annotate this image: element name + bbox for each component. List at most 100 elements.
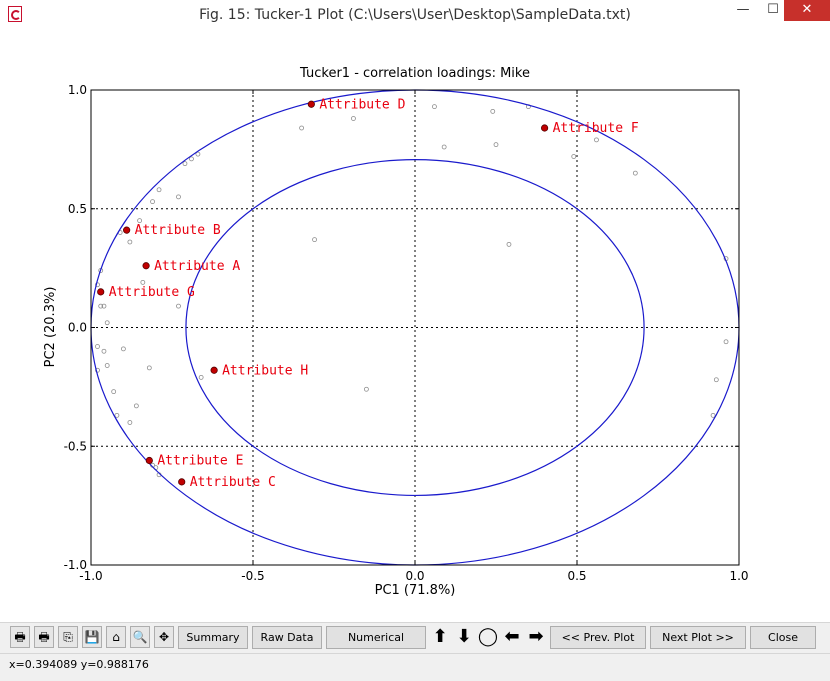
attribute-label: Attribute E xyxy=(157,454,243,469)
attribute-point xyxy=(210,366,218,374)
background-point xyxy=(101,303,107,309)
background-point xyxy=(363,386,369,392)
background-point xyxy=(441,144,447,150)
background-point xyxy=(111,389,117,395)
attribute-point xyxy=(142,262,150,270)
background-point xyxy=(133,403,139,409)
background-point xyxy=(713,377,719,383)
close-button[interactable]: Close xyxy=(750,626,816,649)
save-icon[interactable]: 💾 xyxy=(82,626,102,648)
y-tick-label: -1.0 xyxy=(64,558,87,572)
title-bar: Fig. 15: Tucker-1 Plot (C:\Users\User\De… xyxy=(0,0,830,32)
x-tick-label: -1.0 xyxy=(79,569,102,583)
background-point xyxy=(189,156,194,162)
attribute-label: Attribute D xyxy=(319,97,405,112)
attribute-label: Attribute A xyxy=(154,259,240,274)
background-point xyxy=(95,344,100,349)
arrow-up-icon[interactable]: ⬆ xyxy=(432,626,448,647)
arrow-left-icon[interactable]: ⬅ xyxy=(504,626,520,647)
y-tick-label: 1.0 xyxy=(68,83,87,97)
y-tick-label: 0.0 xyxy=(68,321,87,335)
minimize-button[interactable]: — xyxy=(736,2,750,17)
background-point xyxy=(490,108,496,114)
attribute-label: Attribute H xyxy=(222,363,308,378)
background-point xyxy=(493,142,499,148)
attribute-point xyxy=(97,288,105,296)
circle-icon[interactable]: ◯ xyxy=(477,626,499,647)
close-window-button[interactable]: ✕ xyxy=(784,0,830,21)
home-icon[interactable]: ⌂ xyxy=(106,626,126,648)
arrow-down-icon[interactable]: ⬇ xyxy=(456,626,472,647)
numerical-results-button[interactable]: Numerical Results xyxy=(326,626,426,665)
background-point xyxy=(195,151,201,157)
background-point xyxy=(432,104,437,110)
attribute-point xyxy=(145,456,153,465)
attribute-label: Attribute C xyxy=(190,475,276,490)
grid-lines xyxy=(91,90,739,565)
background-point xyxy=(101,348,107,354)
background-point xyxy=(182,161,188,167)
raw-data-button[interactable]: Raw Data xyxy=(252,626,322,649)
background-point xyxy=(176,303,181,309)
plot-canvas[interactable]: Tucker1 - correlation loadings: Mike Att… xyxy=(0,0,830,622)
window-title: Fig. 15: Tucker-1 Plot (C:\Users\User\De… xyxy=(199,7,631,23)
background-point xyxy=(723,339,729,345)
background-point xyxy=(127,420,133,425)
pan-icon[interactable]: ✥ xyxy=(154,626,174,648)
background-point xyxy=(156,187,162,193)
background-point xyxy=(571,154,577,159)
attribute-point xyxy=(540,124,549,132)
status-bar: x=0.394089 y=0.988176 xyxy=(0,653,830,681)
background-point xyxy=(594,137,599,143)
summary-button[interactable]: Summary xyxy=(178,626,248,649)
x-tick-label: 1.0 xyxy=(729,569,748,583)
background-point xyxy=(176,194,181,200)
prev-plot-button[interactable]: << Prev. Plot xyxy=(550,626,646,649)
background-point xyxy=(140,279,146,285)
background-point xyxy=(121,346,126,352)
background-point xyxy=(98,303,104,309)
maximize-button[interactable]: ☐ xyxy=(767,2,779,17)
background-point xyxy=(351,116,356,121)
x-axis-label: PC1 (71.8%) xyxy=(375,583,456,598)
x-tick-label: -0.5 xyxy=(241,569,264,583)
toolbar: 🖶🖶⎘💾⌂🔍✥ Summary Raw Data Numerical Resul… xyxy=(0,622,830,665)
background-point xyxy=(198,374,204,380)
print-preview-icon[interactable]: 🖶 xyxy=(34,626,54,648)
attribute-point xyxy=(307,100,315,108)
zoom-icon[interactable]: 🔍 xyxy=(130,626,150,648)
background-point xyxy=(95,282,100,288)
attribute-point xyxy=(123,226,131,234)
background-point xyxy=(150,199,155,205)
attribute-label: Attribute G xyxy=(109,285,195,300)
background-point xyxy=(146,365,152,371)
app-icon xyxy=(8,6,22,22)
attribute-label: Attribute F xyxy=(553,121,639,136)
background-point xyxy=(95,367,100,373)
attribute-label: Attribute B xyxy=(135,223,221,238)
background-point xyxy=(127,239,133,245)
chart-title: Tucker1 - correlation loadings: Mike xyxy=(299,66,530,81)
axis-ticks: -1.0 -0.5 0.0 0.5 1.0 -1.0 -0.5 0.0 0.5 1.0 xyxy=(64,83,749,583)
background-point xyxy=(104,363,110,368)
background-point xyxy=(114,412,120,418)
arrow-right-icon[interactable]: ➡ xyxy=(528,626,544,647)
background-point xyxy=(312,237,317,243)
next-plot-button[interactable]: Next Plot >> xyxy=(650,626,746,649)
y-tick-label: -0.5 xyxy=(64,439,87,453)
background-point xyxy=(710,412,716,418)
copy-icon[interactable]: ⎘ xyxy=(58,626,78,648)
print-icon[interactable]: 🖶 xyxy=(10,626,30,648)
inner-ellipse xyxy=(185,158,645,497)
y-tick-label: 0.5 xyxy=(68,202,87,216)
background-point xyxy=(506,241,512,247)
background-point xyxy=(632,170,638,176)
background-point xyxy=(104,320,110,326)
background-point xyxy=(299,125,305,131)
background-point xyxy=(137,218,143,224)
attribute-points: Attribute A Attribute B Attribute C Attribu… xyxy=(97,97,639,490)
background-points xyxy=(95,104,729,478)
attribute-point xyxy=(178,478,186,486)
x-tick-label: 0.0 xyxy=(405,569,424,583)
cursor-coordinates: x=0.394089 y=0.988176 xyxy=(9,658,149,671)
